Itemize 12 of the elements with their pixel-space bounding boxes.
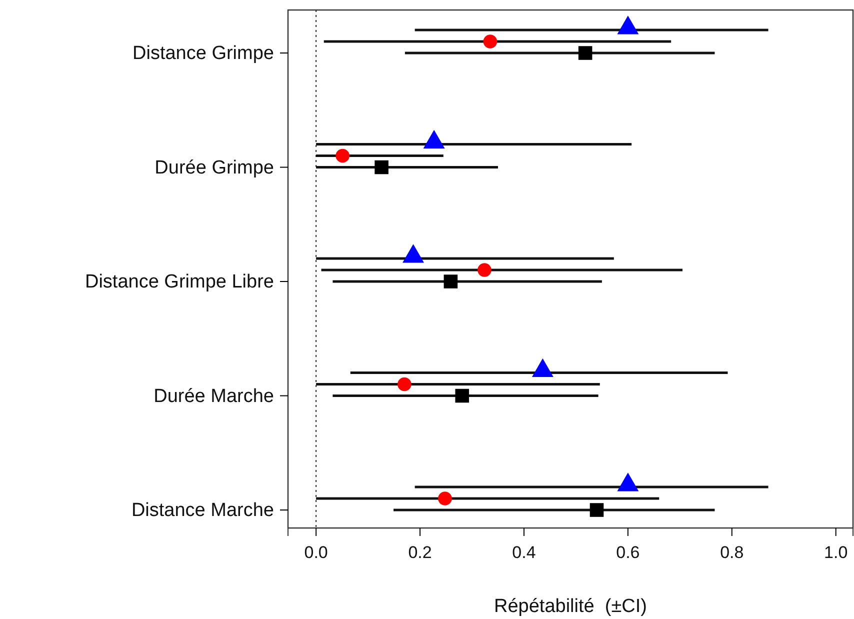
x-tick-label: 0.0: [304, 543, 328, 562]
y-tick-label: Distance Marche: [131, 500, 274, 522]
x-axis-title: Répétabilité (±CI): [494, 596, 647, 617]
y-tick-label: Durée Grimpe: [154, 157, 274, 178]
y-tick-label: Distance Grimpe Libre: [84, 272, 274, 293]
x-tick-label: 0.6: [616, 543, 640, 562]
x-tick-label: 1.0: [824, 543, 848, 562]
x-tick-label: 0.8: [720, 543, 744, 562]
y-tick-label: Durée Marche: [154, 386, 274, 407]
x-tick-label: 0.4: [512, 543, 536, 562]
x-tick-label: 0.2: [408, 543, 432, 562]
y-tick-label: Distance Grimpe: [132, 43, 274, 64]
